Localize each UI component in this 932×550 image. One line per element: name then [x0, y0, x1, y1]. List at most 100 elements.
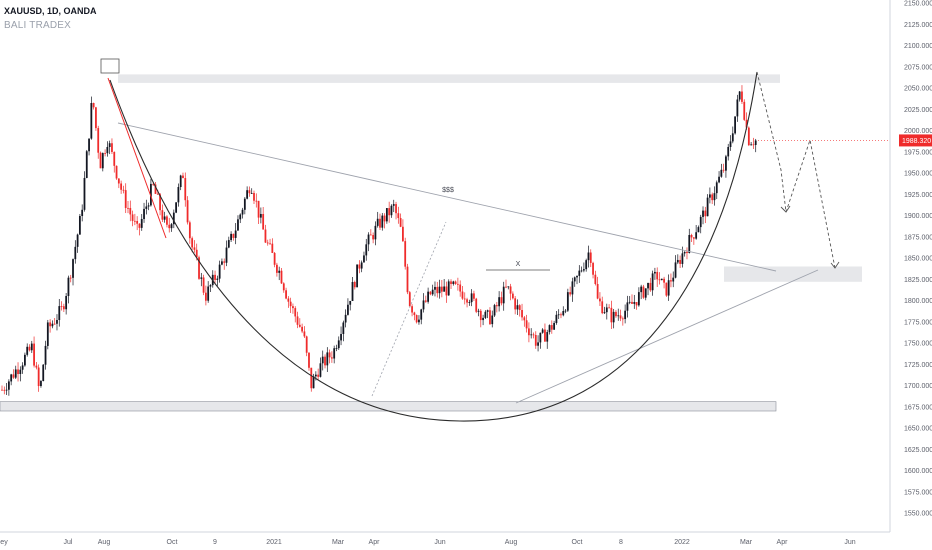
candle-body: [738, 91, 741, 100]
candle-body: [76, 234, 79, 247]
time-tick-label: Mar: [332, 539, 345, 546]
candle-body: [152, 183, 155, 185]
candle-body: [548, 325, 551, 333]
candle-body: [573, 277, 576, 282]
candle-body: [578, 270, 581, 276]
price-tick-label: 1675.000: [904, 404, 932, 411]
candle-body: [266, 242, 269, 244]
candle-body: [424, 300, 427, 302]
time-tick-label: Apr: [369, 539, 381, 546]
candle-body: [120, 183, 123, 190]
candle-body: [145, 206, 148, 209]
candle-body: [713, 193, 716, 201]
candle-body: [489, 310, 491, 325]
candle-body: [367, 234, 370, 245]
candle-body: [161, 210, 164, 220]
candle-body: [333, 348, 336, 359]
candle-body: [221, 261, 223, 265]
price-tick-label: 1850.000: [904, 256, 932, 263]
cup-curve: [109, 71, 758, 422]
symbol-title: XAUUSD, 1D, OANDA: [4, 6, 97, 16]
candle-body: [108, 143, 111, 147]
candle-body: [150, 183, 152, 206]
candle-body: [736, 99, 739, 117]
candle-body: [372, 235, 375, 240]
candle-body: [553, 322, 556, 330]
candle-body: [670, 280, 672, 282]
candle-body: [456, 283, 459, 285]
candle-body: [413, 312, 416, 316]
candle-body: [303, 331, 306, 337]
candle-body: [518, 305, 521, 311]
candle-body: [99, 152, 102, 169]
price-axis[interactable]: 2150.000 2125.000 2100.000 2075.000 2050.000…: [758, 0, 932, 532]
candle-body: [397, 213, 400, 219]
candle-body: [420, 309, 423, 320]
candle-body: [610, 307, 613, 323]
candle-body: [129, 207, 132, 215]
price-tick-label: 2150.000: [904, 1, 932, 8]
candle-body: [95, 107, 97, 129]
candle-body: [445, 286, 448, 296]
candle-body: [78, 216, 81, 235]
candle-body: [631, 301, 633, 304]
candle-body: [257, 200, 260, 218]
candle-body: [601, 301, 604, 314]
candle-body: [353, 281, 356, 288]
candle-body: [7, 381, 10, 390]
candle-body: [46, 322, 49, 346]
candle-body: [511, 293, 514, 299]
candle-body: [569, 292, 572, 295]
candle-body: [621, 318, 624, 320]
projection-path: [756, 71, 836, 269]
candle-body: [292, 306, 294, 309]
candle-body: [640, 286, 643, 293]
candle-body: [19, 369, 22, 375]
candle-body: [596, 284, 599, 299]
projection-arrow: [780, 205, 791, 213]
candle-body: [594, 274, 597, 285]
candle-body: [562, 311, 565, 316]
candle-body: [454, 281, 457, 284]
candle-body: [358, 264, 361, 269]
candle-body: [683, 251, 686, 254]
candle-body: [182, 175, 184, 179]
time-tick-label: Oct: [572, 539, 583, 546]
time-axis[interactable]: ey Jul Aug Oct 9 2021 Mar Apr Jun Aug Oct 8 2022 Mar A…: [0, 531, 890, 546]
candle-body: [138, 223, 141, 228]
candle-body: [74, 246, 77, 260]
candle-body: [140, 219, 143, 228]
candle-body: [722, 169, 725, 171]
highlight-box: [100, 58, 120, 74]
chart-annotation-label: X: [516, 261, 521, 268]
candle-body: [342, 322, 345, 334]
candle-body: [626, 302, 629, 311]
candle-body: [718, 176, 720, 183]
candle-body: [408, 292, 411, 307]
candle-body: [692, 237, 695, 239]
candle-body: [383, 215, 386, 222]
candle-body: [312, 376, 315, 389]
candle-body: [337, 340, 340, 349]
price-tick-label: 1875.000: [904, 234, 932, 241]
candle-body: [379, 218, 381, 228]
candle-body: [418, 319, 420, 323]
candle-body: [278, 270, 281, 273]
current-price-tag: [899, 134, 932, 147]
candle-body: [33, 343, 35, 366]
candle-body: [516, 305, 519, 310]
candle-body: [117, 178, 120, 184]
candle-body: [276, 264, 278, 273]
candle-body: [498, 297, 501, 307]
candle-body: [624, 310, 627, 320]
candle-body: [743, 101, 746, 120]
red-swing-line: [107, 77, 167, 239]
candle-body: [521, 310, 523, 318]
candle-body: [172, 212, 175, 225]
candle-body: [14, 369, 17, 378]
candle-body: [356, 264, 358, 288]
candle-body: [633, 302, 636, 304]
candle-body: [688, 234, 691, 253]
candle-body: [505, 286, 507, 288]
